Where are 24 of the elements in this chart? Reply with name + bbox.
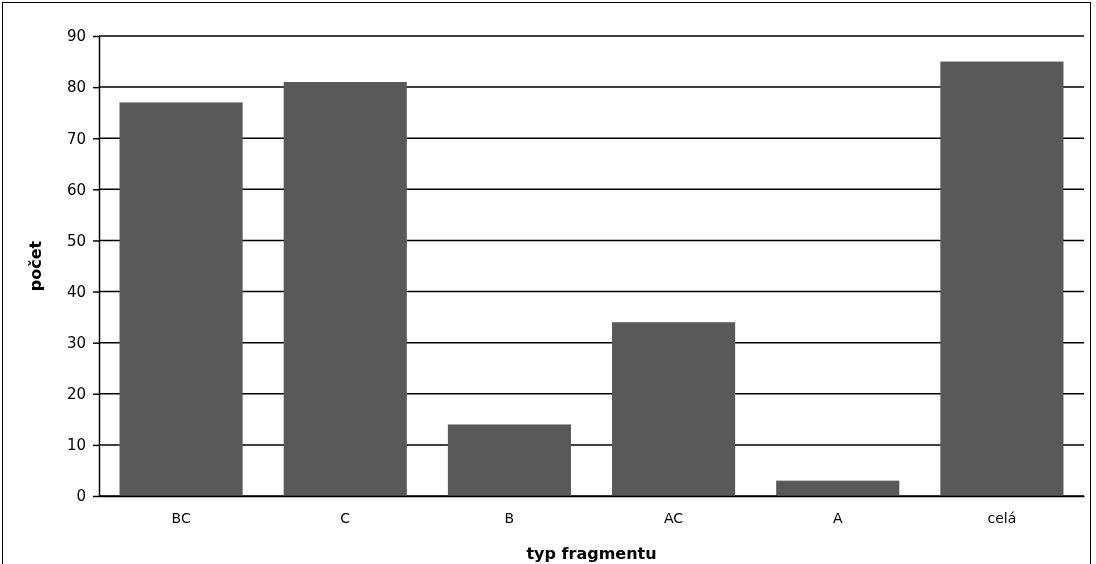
x-tick-label: C bbox=[340, 509, 351, 526]
y-tick-label: 40 bbox=[66, 282, 86, 301]
x-tick-label: AC bbox=[664, 509, 684, 526]
y-tick-label: 30 bbox=[66, 333, 86, 352]
y-tick-label: 50 bbox=[66, 231, 86, 250]
y-tick-label: 70 bbox=[66, 129, 86, 148]
bar bbox=[940, 61, 1064, 496]
x-tick-label: B bbox=[504, 509, 515, 526]
bar bbox=[447, 424, 571, 496]
x-tick-label: BC bbox=[171, 509, 191, 526]
bar bbox=[776, 480, 900, 496]
bar bbox=[283, 82, 407, 496]
y-axis-title: počet bbox=[26, 240, 45, 292]
y-tick-label: 0 bbox=[76, 487, 86, 506]
x-tick-label: A bbox=[832, 509, 843, 526]
x-axis-title: typ fragmentu bbox=[526, 544, 657, 563]
x-tick-label: celá bbox=[987, 509, 1017, 526]
y-tick-label: 90 bbox=[66, 27, 86, 46]
y-tick-label: 80 bbox=[66, 78, 86, 97]
y-tick-label: 20 bbox=[66, 385, 86, 404]
y-tick-label: 10 bbox=[66, 436, 86, 455]
bar bbox=[612, 322, 736, 496]
bar bbox=[119, 102, 243, 496]
y-tick-label: 60 bbox=[66, 180, 86, 199]
